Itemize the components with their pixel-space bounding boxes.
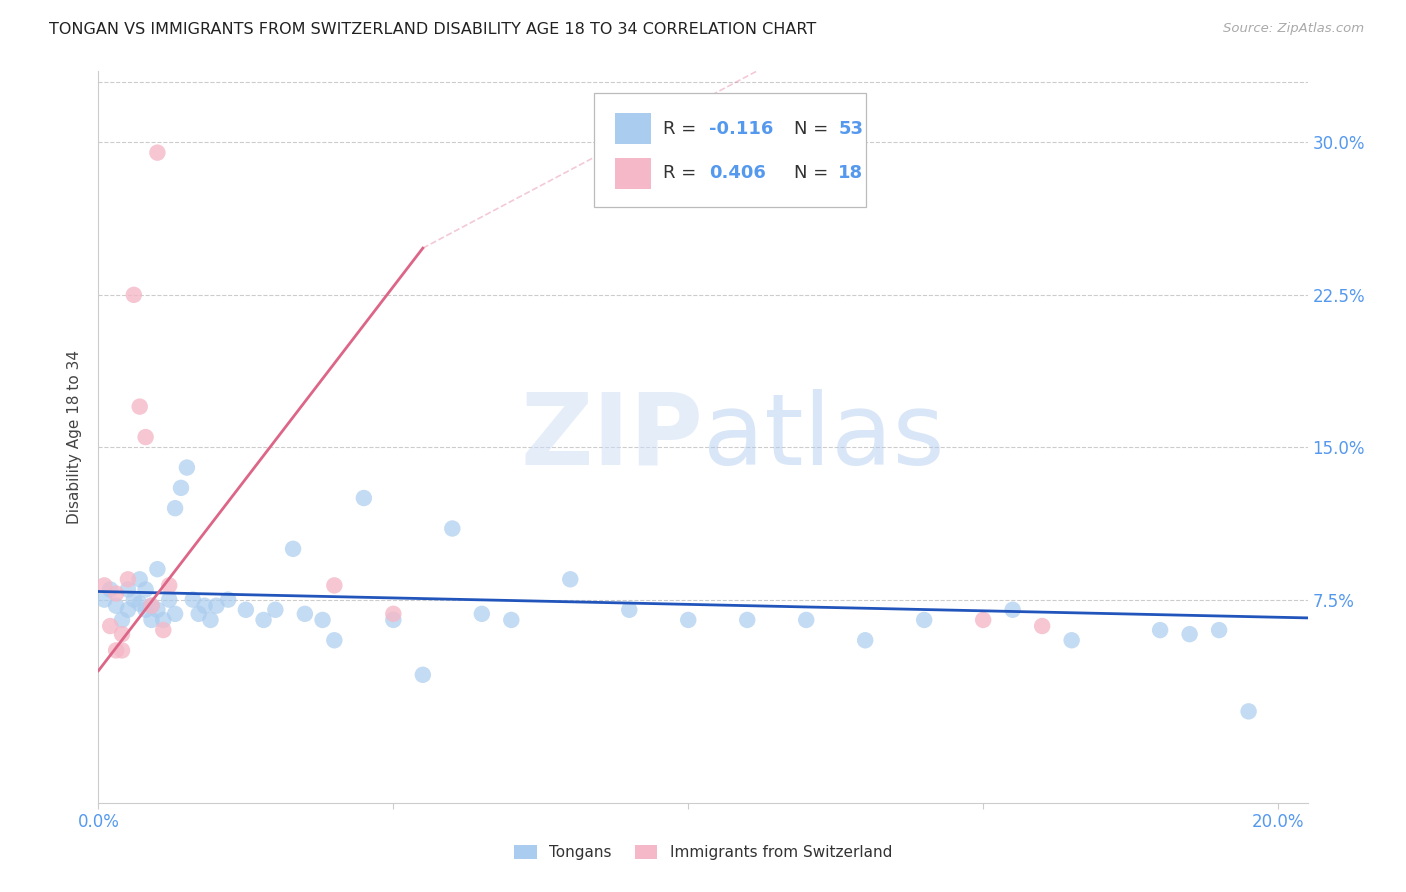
Point bbox=[105, 586, 128, 600]
Text: N =: N = bbox=[793, 164, 834, 182]
Point bbox=[294, 607, 316, 621]
Point bbox=[152, 613, 174, 627]
Point bbox=[128, 572, 150, 586]
Point bbox=[157, 592, 180, 607]
Point bbox=[311, 613, 333, 627]
FancyBboxPatch shape bbox=[595, 94, 866, 207]
Point bbox=[135, 603, 157, 617]
Point bbox=[117, 603, 139, 617]
Point bbox=[146, 562, 169, 576]
Point bbox=[217, 592, 239, 607]
Point bbox=[252, 613, 274, 627]
Point bbox=[105, 599, 128, 613]
Point bbox=[122, 288, 145, 302]
Point bbox=[128, 400, 150, 414]
Point bbox=[117, 572, 139, 586]
Point bbox=[98, 619, 121, 633]
Point bbox=[382, 613, 405, 627]
Point bbox=[441, 521, 464, 535]
FancyBboxPatch shape bbox=[614, 113, 651, 145]
Point bbox=[181, 592, 204, 607]
Text: atlas: atlas bbox=[703, 389, 945, 485]
Point bbox=[853, 633, 876, 648]
Point bbox=[501, 613, 523, 627]
Text: 0.406: 0.406 bbox=[709, 164, 766, 182]
Point bbox=[281, 541, 304, 556]
Y-axis label: Disability Age 18 to 34: Disability Age 18 to 34 bbox=[67, 350, 83, 524]
Text: TONGAN VS IMMIGRANTS FROM SWITZERLAND DISABILITY AGE 18 TO 34 CORRELATION CHART: TONGAN VS IMMIGRANTS FROM SWITZERLAND DI… bbox=[49, 22, 817, 37]
Point bbox=[323, 578, 346, 592]
Point bbox=[1237, 705, 1260, 719]
Point bbox=[264, 603, 287, 617]
Point bbox=[200, 613, 222, 627]
Point bbox=[794, 613, 817, 627]
Point bbox=[678, 613, 700, 627]
Point bbox=[141, 599, 163, 613]
Point bbox=[170, 481, 193, 495]
Text: 18: 18 bbox=[838, 164, 863, 182]
Text: R =: R = bbox=[664, 120, 702, 137]
Point bbox=[122, 592, 145, 607]
Point bbox=[98, 582, 121, 597]
Point bbox=[353, 491, 375, 505]
Point bbox=[471, 607, 494, 621]
Point bbox=[141, 599, 163, 613]
Point bbox=[176, 460, 198, 475]
Point bbox=[93, 592, 115, 607]
Legend: Tongans, Immigrants from Switzerland: Tongans, Immigrants from Switzerland bbox=[508, 839, 898, 866]
Point bbox=[135, 582, 157, 597]
Point bbox=[117, 582, 139, 597]
Point bbox=[111, 613, 134, 627]
Point bbox=[382, 607, 405, 621]
Point bbox=[412, 667, 434, 682]
Point bbox=[560, 572, 582, 586]
Point bbox=[111, 643, 134, 657]
Point bbox=[1001, 603, 1024, 617]
Point bbox=[735, 613, 758, 627]
Point bbox=[972, 613, 994, 627]
Point bbox=[1031, 619, 1053, 633]
Point bbox=[157, 578, 180, 592]
Point bbox=[111, 627, 134, 641]
Point bbox=[619, 603, 641, 617]
Text: N =: N = bbox=[793, 120, 834, 137]
Point bbox=[1178, 627, 1201, 641]
Point bbox=[205, 599, 228, 613]
Point bbox=[146, 145, 169, 160]
Point bbox=[146, 603, 169, 617]
Point bbox=[912, 613, 935, 627]
Text: 53: 53 bbox=[838, 120, 863, 137]
Point bbox=[105, 643, 128, 657]
Point bbox=[187, 607, 209, 621]
Text: ZIP: ZIP bbox=[520, 389, 703, 485]
Point bbox=[323, 633, 346, 648]
Point bbox=[141, 613, 163, 627]
Point bbox=[165, 501, 187, 516]
Point bbox=[152, 623, 174, 637]
Point bbox=[194, 599, 217, 613]
Text: R =: R = bbox=[664, 164, 702, 182]
Point bbox=[135, 430, 157, 444]
Point bbox=[128, 597, 150, 611]
Point bbox=[1149, 623, 1171, 637]
Point bbox=[93, 578, 115, 592]
Point bbox=[235, 603, 257, 617]
Point bbox=[165, 607, 187, 621]
Text: -0.116: -0.116 bbox=[709, 120, 773, 137]
Point bbox=[1208, 623, 1230, 637]
Text: Source: ZipAtlas.com: Source: ZipAtlas.com bbox=[1223, 22, 1364, 36]
Point bbox=[1060, 633, 1083, 648]
FancyBboxPatch shape bbox=[614, 158, 651, 189]
